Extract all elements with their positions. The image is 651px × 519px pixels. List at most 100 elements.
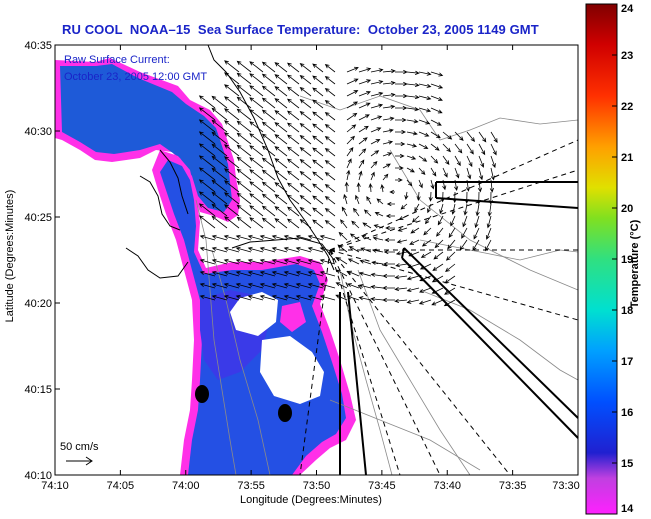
current-vector: [295, 270, 312, 277]
current-vector: [247, 234, 264, 241]
current-vector: [338, 231, 348, 241]
current-vector: [287, 182, 300, 193]
current-vector: [461, 227, 468, 239]
current-vector: [295, 282, 312, 289]
current-vector: [236, 144, 252, 157]
current-vector: [319, 234, 336, 241]
current-vector: [223, 246, 240, 253]
current-vector: [370, 115, 383, 121]
current-vector: [382, 104, 396, 109]
current-vector: [274, 62, 288, 73]
current-vector: [235, 234, 252, 241]
current-vector: [274, 74, 288, 85]
current-vector: [394, 275, 408, 280]
current-vector: [416, 191, 421, 201]
current-vector: [487, 203, 492, 217]
colorbar: [585, 3, 618, 515]
current-vector: [211, 95, 228, 109]
current-vector: [299, 135, 312, 145]
current-vector: [356, 182, 361, 193]
current-vector: [361, 235, 372, 241]
current-vector: [385, 225, 395, 231]
colorbar-tick-label: 24: [621, 3, 634, 15]
colorbar-tick-label: 16: [621, 407, 633, 419]
current-vector: [400, 203, 408, 210]
current-vector: [370, 139, 381, 145]
current-vector: [371, 248, 384, 253]
y-axis-ticks: 40:35 40:30 40:25 40:20 40:15 40:10: [24, 40, 60, 482]
current-vector: [211, 270, 228, 277]
current-vector: [235, 294, 252, 301]
current-vector: [295, 246, 312, 253]
station-marker-east: [278, 404, 292, 422]
current-vector: [337, 244, 348, 253]
sst-water-north: [60, 64, 232, 212]
current-vector: [370, 284, 384, 290]
current-label-line1: Raw Surface Current:: [64, 54, 170, 66]
current-vector: [247, 282, 264, 289]
current-vector: [324, 111, 336, 121]
current-vector: [319, 246, 336, 253]
current-vector: [406, 119, 419, 124]
current-vector: [287, 194, 300, 205]
current-vector: [430, 167, 437, 177]
current-vector: [406, 70, 420, 75]
current-vector: [436, 227, 444, 237]
current-vector: [360, 247, 372, 253]
current-vector: [261, 157, 276, 169]
current-vector: [224, 156, 240, 169]
current-vector: [358, 283, 372, 289]
current-vector: [366, 196, 372, 205]
current-vector: [382, 163, 391, 169]
current-vector: [346, 66, 359, 73]
current-vector: [459, 239, 468, 251]
current-vector: [372, 236, 384, 241]
current-vector: [199, 294, 216, 301]
current-vector: [466, 131, 476, 142]
current-vector: [235, 246, 252, 253]
x-axis-ticks: 74:10 74:05 74:00 73:55 73:50 73:45 73:40 73:35…: [41, 45, 580, 492]
current-vector: [287, 86, 300, 97]
current-vector: [211, 119, 228, 133]
current-vector: [358, 148, 367, 157]
current-vector: [261, 205, 276, 217]
current-vector: [224, 180, 240, 193]
current-vector: [295, 294, 312, 301]
current-vector: [445, 263, 456, 273]
current-vector: [382, 128, 394, 133]
current-vector: [249, 193, 264, 205]
current-vector: [346, 135, 355, 145]
current-vector: [442, 155, 450, 166]
current-vector: [358, 114, 370, 121]
current-vector: [211, 167, 228, 181]
current-vector: [370, 80, 384, 85]
current-vector: [299, 99, 312, 109]
current-vector: [324, 123, 336, 133]
current-vector: [406, 143, 418, 148]
current-vector: [406, 155, 417, 160]
current-vector: [490, 143, 497, 156]
current-vector: [211, 246, 228, 253]
current-vector: [283, 294, 300, 301]
current-vector: [299, 207, 312, 217]
x-tick-label: 73:35: [499, 480, 527, 492]
current-vector: [247, 294, 264, 301]
current-vector: [448, 227, 456, 238]
colorbar-tick-label: 20: [621, 203, 633, 215]
current-vector: [287, 158, 300, 169]
current-vector: [271, 234, 288, 241]
colorbar-tick-label: 22: [621, 101, 633, 113]
current-vector: [198, 155, 216, 169]
current-vector: [450, 215, 456, 227]
colorbar-tick-label: 14: [621, 503, 634, 515]
current-vector: [434, 239, 444, 249]
y-tick-label: 40:15: [24, 384, 52, 396]
current-vector: [411, 215, 420, 223]
current-vector: [224, 72, 240, 85]
current-vector: [489, 179, 494, 193]
current-vector: [236, 108, 252, 121]
x-tick-label: 73:50: [303, 480, 331, 492]
current-vector: [442, 179, 447, 191]
current-vector: [235, 258, 252, 265]
current-vector: [370, 160, 378, 169]
